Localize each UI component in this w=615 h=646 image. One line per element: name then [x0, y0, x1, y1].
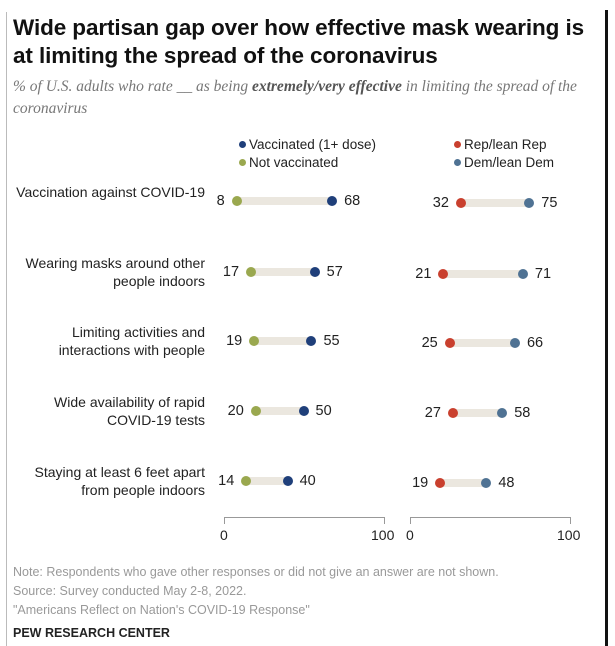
data-label: 66	[526, 335, 544, 351]
range-bar	[440, 479, 487, 487]
data-label: 75	[541, 195, 558, 211]
data-label: 40	[299, 473, 316, 489]
category-label: Wide availability of rapid COVID-19 test…	[54, 394, 205, 428]
data-point	[455, 198, 466, 208]
range-bar	[236, 197, 333, 205]
data-point	[444, 338, 455, 348]
data-label: 57	[326, 264, 343, 280]
data-point	[309, 267, 320, 277]
data-label: 17	[222, 264, 240, 280]
data-label: 55	[323, 333, 340, 349]
source-text: Source: Survey conducted May 2-8, 2022.	[13, 584, 247, 598]
range-bar	[460, 199, 530, 207]
pew-logo-text: PEW RESEARCH CENTER	[13, 626, 170, 640]
range-bar	[251, 268, 315, 276]
x-tick-label: 0	[220, 527, 228, 543]
x-tick-label: 100	[371, 527, 395, 543]
frame-border-left	[6, 12, 7, 646]
data-label: 50	[315, 403, 332, 419]
category-label: Staying at least 6 feet apart from peopl…	[34, 464, 205, 498]
legend-vaccination: Vaccinated (1+ dose) Not vaccinated	[239, 136, 376, 172]
data-point	[250, 406, 261, 416]
legend-dot-icon	[239, 141, 246, 148]
data-point	[435, 478, 446, 488]
data-point	[481, 478, 492, 488]
data-point	[517, 269, 528, 279]
data-point	[241, 476, 252, 486]
legend-label: Vaccinated (1+ dose)	[249, 137, 376, 152]
legend-item: Dem/lean Dem	[454, 154, 554, 172]
data-label: 71	[534, 266, 552, 282]
data-point	[246, 267, 257, 277]
range-bar	[452, 409, 503, 417]
legend-item: Rep/lean Rep	[454, 136, 554, 154]
range-bar	[443, 270, 523, 278]
data-label: 58	[514, 405, 531, 421]
dot-plot: Vaccination against COVID-19 Wearing mask…	[16, 184, 581, 543]
data-label: 20	[227, 403, 244, 419]
data-label: 27	[424, 405, 441, 421]
subtitle-emphasis: extremely/very effective	[251, 78, 402, 95]
legend-item: Vaccinated (1+ dose)	[239, 136, 376, 154]
legend-item: Not vaccinated	[239, 154, 376, 172]
category-label: Limiting activities and interactions wit…	[58, 324, 205, 358]
data-point	[497, 408, 508, 418]
data-label: 25	[421, 335, 438, 351]
x-tick-label: 0	[406, 527, 414, 543]
category-label: Vaccination against COVID-19	[16, 184, 205, 200]
data-label: 19	[412, 475, 429, 491]
legend-party: Rep/lean Rep Dem/lean Dem	[454, 136, 554, 172]
data-point	[447, 408, 458, 418]
legend-dot-icon	[454, 159, 461, 166]
x-tick-label: 100	[557, 527, 581, 543]
range-bar	[255, 407, 304, 415]
data-label: 68	[344, 193, 361, 209]
range-bar	[254, 337, 312, 345]
data-point	[306, 336, 317, 346]
data-label: 8	[216, 193, 225, 209]
legend-dot-icon	[239, 159, 246, 166]
x-axis	[224, 517, 385, 524]
data-label: 32	[432, 195, 449, 211]
data-point	[231, 196, 242, 206]
range-bar	[246, 477, 288, 485]
frame-border-right	[605, 10, 608, 646]
legend-dot-icon	[454, 141, 461, 148]
data-point	[524, 198, 535, 208]
data-point	[327, 196, 338, 206]
data-label: 14	[218, 473, 235, 489]
category-label: Wearing masks around other people indoor…	[25, 255, 206, 289]
data-label: 19	[226, 333, 243, 349]
data-label: 21	[415, 266, 432, 282]
subtitle-text: % of U.S. adults who rate __ as being	[13, 78, 252, 95]
data-point	[282, 476, 293, 486]
x-axis	[410, 517, 571, 524]
legend-label: Not vaccinated	[249, 155, 339, 170]
data-point	[298, 406, 309, 416]
chart-subtitle: % of U.S. adults who rate __ as being ex…	[13, 76, 598, 120]
legend-label: Rep/lean Rep	[464, 137, 547, 152]
data-point	[249, 336, 260, 346]
report-title: "Americans Reflect on Nation's COVID-19 …	[13, 603, 310, 617]
legend-label: Dem/lean Dem	[464, 155, 555, 170]
data-label: 48	[498, 475, 515, 491]
range-bar	[449, 339, 515, 347]
data-point	[509, 338, 520, 348]
footnotes: Note: Respondents who gave other respons…	[13, 563, 499, 620]
subtitle-text-end: in limiting the spread of the coronaviru…	[13, 78, 577, 117]
data-point	[438, 269, 449, 279]
chart-title: Wide partisan gap over how effective mas…	[13, 15, 585, 68]
note-text: Note: Respondents who gave other respons…	[13, 565, 499, 579]
